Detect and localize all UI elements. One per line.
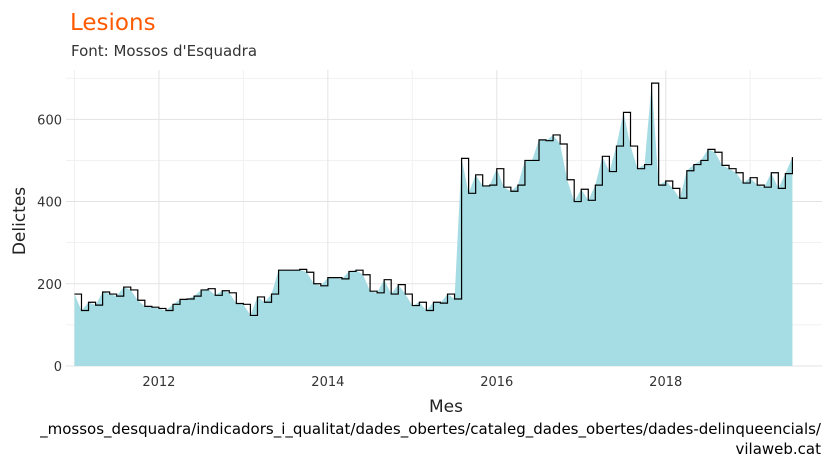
chart-subtitle: Font: Mossos d'Esquadra xyxy=(71,42,257,60)
chart-title: Lesions xyxy=(70,10,156,36)
y-tick-label: 600 xyxy=(37,113,62,128)
y-tick-label: 200 xyxy=(37,278,62,293)
y-tick-label: 0 xyxy=(54,360,62,375)
area-series xyxy=(74,83,793,367)
x-tick-label: 2012 xyxy=(142,375,175,390)
x-tick-label: 2014 xyxy=(311,375,344,390)
y-axis-label: Delictes xyxy=(10,187,30,255)
source-caption: _mossos_desquadra/indicadors_i_qualitat/… xyxy=(39,420,822,439)
x-axis-label: Mes xyxy=(429,397,463,417)
y-tick-label: 400 xyxy=(37,196,62,211)
credit-caption: vilaweb.cat xyxy=(735,440,821,458)
x-tick-label: 2018 xyxy=(649,375,682,390)
y-axis-ticks: 0 200 400 600 xyxy=(37,113,62,375)
x-axis-ticks: 2012 2014 2016 2018 xyxy=(142,375,682,390)
x-tick-label: 2016 xyxy=(480,375,513,390)
step-line-layer xyxy=(74,82,794,317)
area-layer xyxy=(74,83,793,367)
step-line-series xyxy=(74,82,794,317)
